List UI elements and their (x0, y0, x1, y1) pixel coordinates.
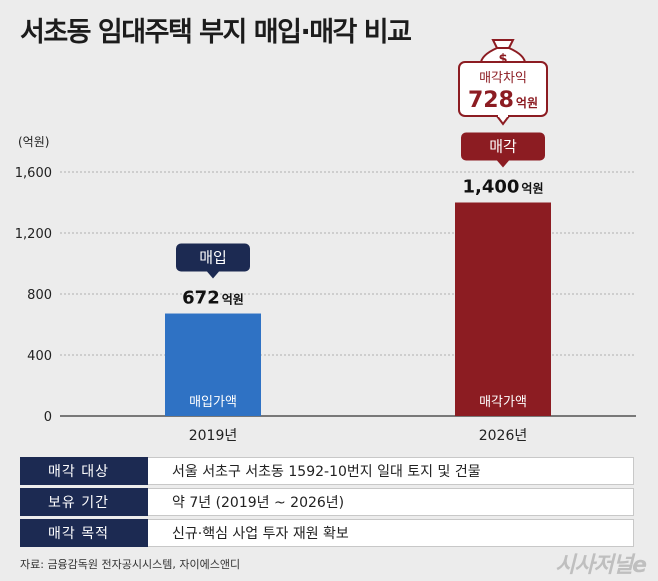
x-tick-label: 2026년 (479, 428, 528, 444)
bar (455, 202, 551, 416)
difference-callout: $ 매각차익 728 억원 (458, 39, 548, 126)
info-value: 서울 서초구 서초동 1592-10번지 일대 토지 및 건물 (148, 457, 634, 485)
info-value: 신규·핵심 사업 투자 재원 확보 (148, 519, 634, 547)
tag-box (176, 243, 250, 272)
tag-callout: 매각 (461, 132, 545, 168)
difference-label: 매각차익 (479, 71, 527, 86)
y-unit-label: (억원) (18, 135, 49, 149)
chart-title: 서초동 임대주택 부지 매입·매각 비교 (20, 17, 412, 48)
info-key: 보유 기간 (20, 488, 148, 516)
source-note: 자료: 금융감독원 전자공시시스템, 자이에스앤디 (20, 558, 241, 571)
info-row: 매각 대상 서울 서초구 서초동 1592-10번지 일대 토지 및 건물 (20, 457, 634, 485)
info-key: 매각 대상 (20, 457, 148, 485)
y-tick-label: 800 (27, 288, 52, 303)
tag-label: 매각 (489, 138, 517, 156)
y-tick-label: 0 (44, 410, 52, 425)
tag-pointer (207, 271, 219, 279)
x-tick-label: 2019년 (189, 428, 238, 444)
svg-text:$: $ (498, 52, 507, 67)
info-key: 매각 목적 (20, 519, 148, 547)
brand-logo: 시사저널e (555, 553, 647, 578)
info-table: 매각 대상 서울 서초구 서초동 1592-10번지 일대 토지 및 건물 보유… (20, 457, 634, 550)
tag-callout: 매입 (176, 243, 250, 279)
bar (165, 313, 261, 416)
y-tick-label: 400 (27, 349, 52, 364)
info-row: 보유 기간 약 7년 (2019년 ~ 2026년) (20, 488, 634, 516)
tag-pointer (497, 160, 509, 168)
data-label: 672 억원 (182, 288, 244, 309)
difference-value: 728 억원 (468, 88, 538, 113)
bar-chart: (억원) 0 400 800 1,200 1,600 매입가액 2019년 매각가액 2026… (15, 39, 636, 444)
info-row: 매각 목적 신규·핵심 사업 투자 재원 확보 (20, 519, 634, 547)
info-value: 약 7년 (2019년 ~ 2026년) (148, 488, 634, 516)
bar-inner-label: 매각가액 (479, 395, 527, 410)
y-tick-label: 1,200 (15, 227, 52, 242)
data-label: 1,400 억원 (462, 177, 543, 198)
tag-label: 매입 (199, 249, 227, 267)
bar-inner-label: 매입가액 (189, 395, 237, 410)
y-tick-label: 1,600 (15, 166, 52, 181)
tag-box (461, 132, 545, 161)
